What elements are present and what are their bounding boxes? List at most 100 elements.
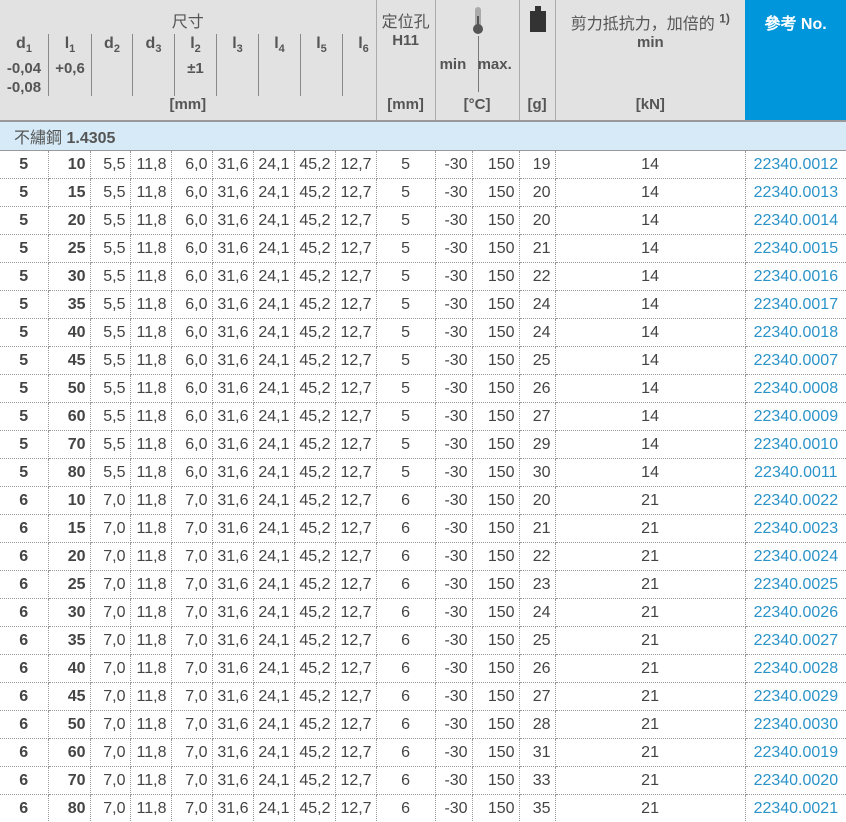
dim-subscript: 3 (236, 43, 243, 56)
table-cell: 31,6 (212, 402, 254, 431)
temp-unit: [°C] (463, 96, 491, 113)
reference-link[interactable]: 22340.0008 (745, 374, 846, 403)
table-cell: 11,8 (130, 514, 172, 543)
table-cell: 45,2 (294, 738, 336, 767)
dim-col-header: d2 (92, 34, 133, 96)
table-cell: 21 (555, 514, 746, 543)
table-cell: 6 (0, 626, 49, 655)
table-cell: 12,7 (335, 150, 377, 179)
reference-link[interactable]: 22340.0028 (745, 654, 846, 683)
table-cell: 33 (519, 766, 556, 795)
table-cell: 45,2 (294, 346, 336, 375)
table-cell: 30 (519, 458, 556, 487)
table-cell: -30 (435, 206, 473, 235)
table-cell: 5,5 (90, 262, 131, 291)
reference-link[interactable]: 22340.0024 (745, 542, 846, 571)
temp-max-label: max. (477, 56, 512, 73)
reference-link[interactable]: 22340.0025 (745, 570, 846, 599)
hole-unit: [mm] (387, 96, 424, 113)
table-cell: -30 (435, 178, 473, 207)
reference-link[interactable]: 22340.0017 (745, 290, 846, 319)
table-cell: 150 (472, 318, 520, 347)
reference-link[interactable]: 22340.0018 (745, 318, 846, 347)
table-cell: 12,7 (335, 766, 377, 795)
table-cell: 35 (48, 290, 91, 319)
table-cell: 11,8 (130, 626, 172, 655)
table-cell: 12,7 (335, 654, 377, 683)
table-cell: -30 (435, 318, 473, 347)
table-cell: 6,0 (171, 430, 213, 459)
table-cell: 31,6 (212, 178, 254, 207)
table-cell: 12,7 (335, 542, 377, 571)
table-cell: 21 (555, 598, 746, 627)
table-cell: 31,6 (212, 486, 254, 515)
table-cell: 150 (472, 514, 520, 543)
dim-symbol: l (274, 35, 279, 52)
table-cell: 5 (0, 374, 49, 403)
table-cell: 45,2 (294, 290, 336, 319)
dim-col-header: d3 (133, 34, 175, 96)
table-cell: 5 (0, 178, 49, 207)
reference-link[interactable]: 22340.0026 (745, 598, 846, 627)
table-cell: 35 (48, 626, 91, 655)
table-cell: -30 (435, 458, 473, 487)
table-cell: 5 (0, 150, 49, 179)
reference-link[interactable]: 22340.0014 (745, 206, 846, 235)
table-cell: 150 (472, 766, 520, 795)
table-cell: 150 (472, 402, 520, 431)
table-cell: 11,8 (130, 150, 172, 179)
table-cell: 10 (48, 150, 91, 179)
table-cell: 45 (48, 346, 91, 375)
reference-link[interactable]: 22340.0020 (745, 766, 846, 795)
dim-tolerance: -0,04 -0,08 (6, 60, 42, 97)
reference-link[interactable]: 22340.0015 (745, 234, 846, 263)
table-cell: 45,2 (294, 598, 336, 627)
table-cell: 21 (555, 570, 746, 599)
reference-link[interactable]: 22340.0027 (745, 626, 846, 655)
table-cell: 11,8 (130, 234, 172, 263)
reference-link[interactable]: 22340.0013 (745, 178, 846, 207)
reference-link[interactable]: 22340.0022 (745, 486, 846, 515)
dim-col-header: l3 (217, 34, 259, 96)
reference-link[interactable]: 22340.0010 (745, 430, 846, 459)
table-cell: 28 (519, 710, 556, 739)
table-cell: 35 (519, 794, 556, 822)
reference-link[interactable]: 22340.0030 (745, 710, 846, 739)
reference-link[interactable]: 22340.0016 (745, 262, 846, 291)
table-cell: -30 (435, 542, 473, 571)
table-cell: 12,7 (335, 430, 377, 459)
table-cell: 31,6 (212, 766, 254, 795)
table-cell: 22 (519, 542, 556, 571)
reference-link[interactable]: 22340.0021 (745, 794, 846, 822)
table-cell: 6,0 (171, 262, 213, 291)
reference-link[interactable]: 22340.0029 (745, 682, 846, 711)
table-cell: 24 (519, 598, 556, 627)
dimension-columns: d1 -0,04 -0,08 l1 +0,6 d2 d3 l2 ±1 l3 l4 l5 l6 (0, 34, 384, 96)
table-cell: -30 (435, 626, 473, 655)
dim-subscript: 6 (362, 43, 369, 56)
table-cell: 150 (472, 626, 520, 655)
reference-link[interactable]: 22340.0023 (745, 514, 846, 543)
reference-link[interactable]: 22340.0011 (745, 458, 846, 487)
table-cell: 25 (519, 626, 556, 655)
reference-link[interactable]: 22340.0009 (745, 402, 846, 431)
table-cell: 15 (48, 514, 91, 543)
table-cell: 12,7 (335, 598, 377, 627)
reference-link[interactable]: 22340.0007 (745, 346, 846, 375)
table-row: 6 35 7,0 11,8 7,0 31,6 24,1 45,2 12,7 6 -30 150 25 21… (0, 626, 846, 655)
table-cell: 29 (519, 430, 556, 459)
table-cell: 14 (555, 290, 746, 319)
table-cell: 14 (555, 458, 746, 487)
table-row: 5 20 5,5 11,8 6,0 31,6 24,1 45,2 12,7 5 -30 150 20 14… (0, 206, 846, 235)
table-cell: 6 (0, 710, 49, 739)
table-row: 6 80 7,0 11,8 7,0 31,6 24,1 45,2 12,7 6 -30 150 35 21… (0, 794, 846, 822)
table-cell: 14 (555, 178, 746, 207)
table-cell: 11,8 (130, 206, 172, 235)
reference-link[interactable]: 22340.0019 (745, 738, 846, 767)
dim-subscript: 1 (25, 43, 32, 56)
table-cell: 11,8 (130, 682, 172, 711)
table-cell: 5 (376, 290, 436, 319)
reference-link[interactable]: 22340.0012 (745, 150, 846, 179)
table-cell: -30 (435, 598, 473, 627)
table-cell: 80 (48, 794, 91, 822)
